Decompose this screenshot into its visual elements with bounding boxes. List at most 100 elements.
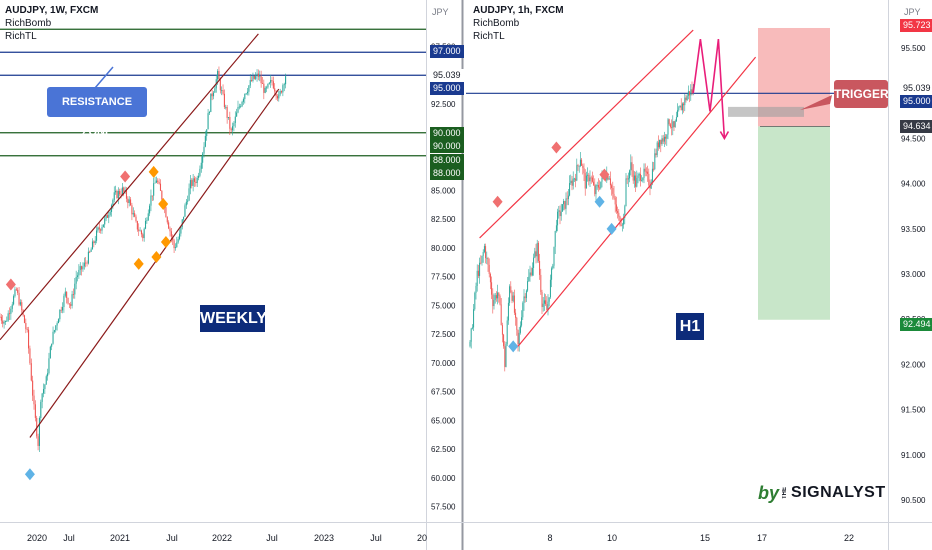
candle-body — [74, 283, 76, 295]
candle-body — [587, 174, 589, 176]
candle-body — [158, 182, 160, 184]
trigger-label: TRIGGER — [834, 80, 889, 108]
candle-body — [255, 76, 257, 79]
candle-body — [261, 83, 264, 84]
candle-body — [112, 199, 114, 206]
candle-body — [187, 200, 189, 202]
candle-body — [251, 80, 253, 81]
candle-body — [541, 291, 543, 308]
left-indicator-1[interactable]: RichBomb — [5, 18, 52, 29]
left-y-tick-label: 85.000 — [431, 186, 456, 195]
candle-body — [537, 242, 539, 261]
left-x-tick-label: 2023 — [314, 533, 334, 543]
candle-body — [612, 188, 614, 194]
left-x-tick-label: Jul — [370, 533, 382, 543]
candle-body — [123, 187, 125, 192]
left-chart-header: AUDJPY, 1W, FXCM RichBomb RichTL — [5, 4, 98, 43]
candle-body — [527, 281, 529, 291]
candle-body — [168, 222, 170, 229]
candle-body — [63, 295, 65, 308]
price-tag-stop: 95.723 — [900, 19, 932, 32]
candle-body — [515, 312, 517, 318]
candle-body — [589, 177, 591, 182]
candle-body — [679, 105, 681, 108]
candle-body — [500, 304, 502, 326]
candle-body — [680, 105, 682, 111]
candle-body — [591, 177, 593, 182]
candle-body — [559, 210, 561, 217]
candle-body — [51, 343, 53, 347]
take-profit-zone — [758, 126, 830, 320]
candle-body — [166, 217, 168, 223]
candle-body — [154, 182, 156, 184]
candle-body — [25, 322, 27, 330]
candle-body — [97, 227, 99, 231]
right-indicator-2[interactable]: RichTL — [473, 31, 505, 42]
candle-body — [218, 70, 220, 80]
candle-body — [653, 168, 655, 170]
candle-body — [557, 211, 559, 226]
candle-body — [509, 286, 511, 303]
candle-body — [128, 199, 130, 204]
left-channel-line-2 — [29, 88, 280, 438]
candle-body — [660, 139, 662, 145]
candle-body — [29, 348, 31, 364]
candle-body — [165, 207, 167, 218]
candle-body — [581, 159, 583, 166]
candle-body — [590, 177, 592, 179]
candle-body — [257, 73, 259, 77]
candle-body — [549, 279, 551, 298]
candle-body — [644, 168, 646, 172]
candle-body — [67, 297, 69, 304]
right-indicator-1[interactable]: RichBomb — [473, 18, 520, 29]
candle-body — [666, 134, 668, 139]
candle-body — [253, 75, 255, 79]
candle-body — [573, 178, 575, 180]
candle-body — [662, 138, 664, 142]
candle-body — [155, 180, 157, 183]
candle-body — [594, 184, 596, 195]
candle-body — [13, 296, 15, 305]
left-indicator-2[interactable]: RichTL — [5, 31, 37, 42]
candle-body — [230, 128, 232, 131]
candle-body — [0, 316, 1, 318]
candle-body — [115, 190, 117, 193]
candle-body — [668, 119, 670, 125]
candle-body — [178, 233, 181, 240]
candle-body — [195, 181, 197, 184]
candle-body — [629, 170, 631, 179]
candle-body — [221, 90, 223, 91]
candle-body — [214, 88, 216, 93]
candle-body — [79, 266, 81, 270]
candle-body — [233, 122, 235, 127]
candle-body — [651, 168, 653, 182]
candle-body — [548, 297, 550, 302]
candle-body — [524, 296, 526, 299]
candle-body — [547, 301, 549, 311]
left-y-tick-label: 57.500 — [431, 503, 456, 512]
candle-body — [267, 83, 269, 88]
candle-body — [60, 309, 62, 311]
candle-body — [82, 266, 84, 270]
right-chart-header: AUDJPY, 1h, FXCM RichBomb RichTL — [473, 4, 564, 43]
candle-body — [672, 121, 674, 128]
candle-body — [489, 273, 491, 283]
left-symbol-title: AUDJPY, 1W, FXCM — [5, 5, 99, 16]
right-y-tick-label: 90.500 — [901, 496, 926, 505]
price-tag-90b: 90.000 — [430, 140, 464, 153]
candle-body — [597, 184, 599, 188]
candle-body — [146, 220, 148, 222]
candle-body — [90, 249, 92, 252]
signalyst-logo: by THE SIGNALYST — [758, 482, 886, 504]
candle-body — [579, 159, 581, 166]
candle-body — [139, 230, 141, 232]
candle-body — [494, 295, 496, 301]
candle-body — [185, 201, 187, 206]
price-tag-last-left: 95.039 — [430, 69, 464, 82]
candle-body — [488, 264, 490, 274]
candle-body — [576, 165, 578, 181]
candle-body — [535, 251, 537, 257]
candle-body — [30, 363, 32, 381]
candle-body — [504, 346, 506, 367]
candle-body — [55, 325, 57, 331]
